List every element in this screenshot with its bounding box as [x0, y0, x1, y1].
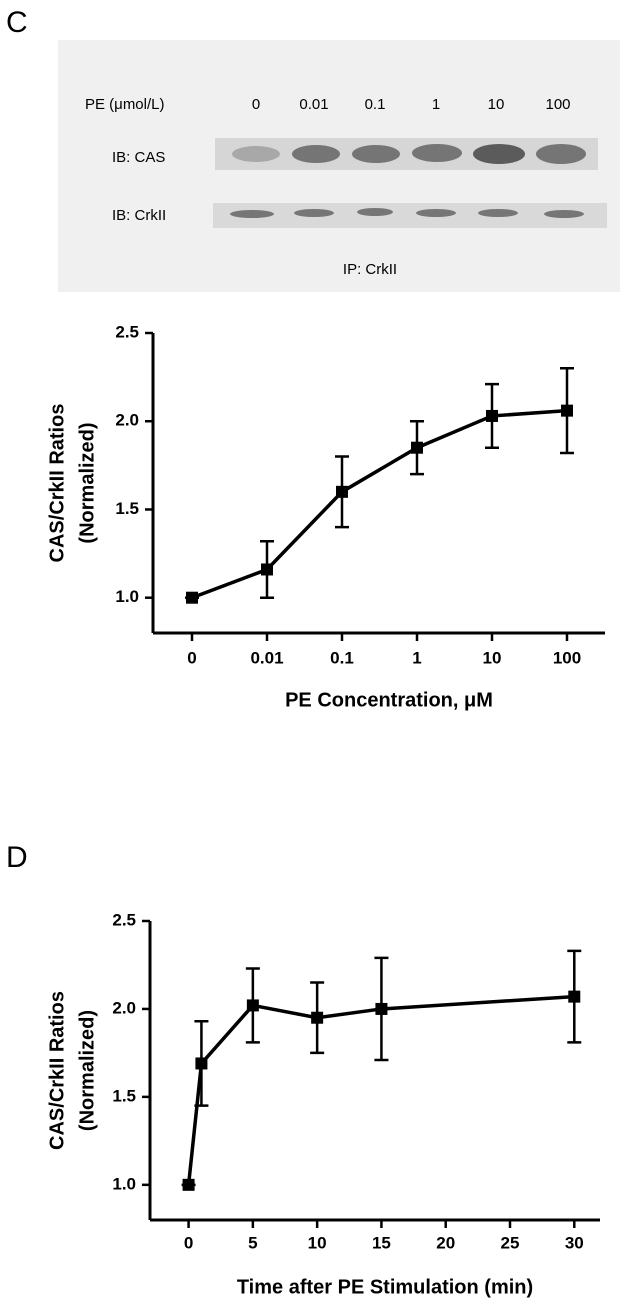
x-tick-label: 0: [184, 1233, 193, 1252]
panel-label: C: [6, 6, 28, 39]
x-tick-label: 0.1: [330, 648, 354, 667]
panel-label: D: [6, 841, 28, 874]
point: [486, 409, 498, 422]
y-tick-label: 1.5: [115, 499, 139, 518]
point: [246, 999, 259, 1012]
lane-label: 100: [545, 96, 570, 113]
lane-label: 1: [432, 96, 440, 113]
x-tick-label: 20: [436, 1233, 455, 1252]
blot-row-label: IB: CAS: [112, 149, 165, 166]
point: [195, 1057, 208, 1070]
point: [261, 563, 273, 576]
x-tick-label: 10: [483, 648, 502, 667]
lane-label: 0: [252, 96, 260, 113]
x-axis-label: PE Concentration, μM: [285, 689, 493, 711]
y-tick-label: 2.0: [112, 998, 136, 1017]
x-tick-label: 5: [248, 1233, 257, 1252]
y-tick-label: 2.5: [115, 322, 139, 341]
y-axis-label: (Normalized): [76, 1010, 98, 1131]
point: [411, 441, 423, 454]
lane-label: 0.01: [299, 96, 328, 113]
point: [568, 990, 581, 1003]
y-tick-label: 1.0: [112, 1174, 136, 1193]
x-tick-label: 30: [565, 1233, 584, 1252]
x-tick-label: 0: [187, 648, 196, 667]
y-axis-label: CAS/CrkII Ratios: [46, 404, 68, 563]
x-tick-label: 25: [501, 1233, 520, 1252]
y-tick-label: 2.5: [112, 910, 136, 929]
point: [375, 1002, 388, 1015]
point: [561, 404, 573, 417]
point: [311, 1011, 324, 1024]
y-tick-label: 1.0: [115, 587, 139, 606]
point: [336, 485, 348, 498]
data-line: [186, 994, 575, 1186]
x-tick-label: 0.01: [250, 648, 283, 667]
blot-footer: IP: CrkII: [343, 261, 397, 278]
data-line: [191, 408, 568, 600]
x-tick-label: 10: [308, 1233, 327, 1252]
blot-header: PE (μmol/L): [85, 96, 165, 113]
y-tick-label: 2.0: [115, 411, 139, 430]
point: [182, 1178, 195, 1191]
lane-label: 0.1: [365, 96, 386, 113]
x-tick-label: 1: [412, 648, 421, 667]
x-axis-label: Time after PE Stimulation (min): [237, 1276, 533, 1298]
x-tick-label: 15: [372, 1233, 391, 1252]
x-tick-label: 100: [553, 648, 581, 667]
point: [186, 591, 198, 604]
blot-row-label: IB: CrkII: [112, 207, 166, 224]
y-axis-label: (Normalized): [76, 422, 98, 543]
y-axis-label: CAS/CrkII Ratios: [46, 991, 68, 1150]
blot-strip: [213, 203, 607, 228]
lane-label: 10: [488, 96, 505, 113]
blot-bands: [230, 144, 586, 218]
y-tick-label: 1.5: [112, 1086, 136, 1105]
